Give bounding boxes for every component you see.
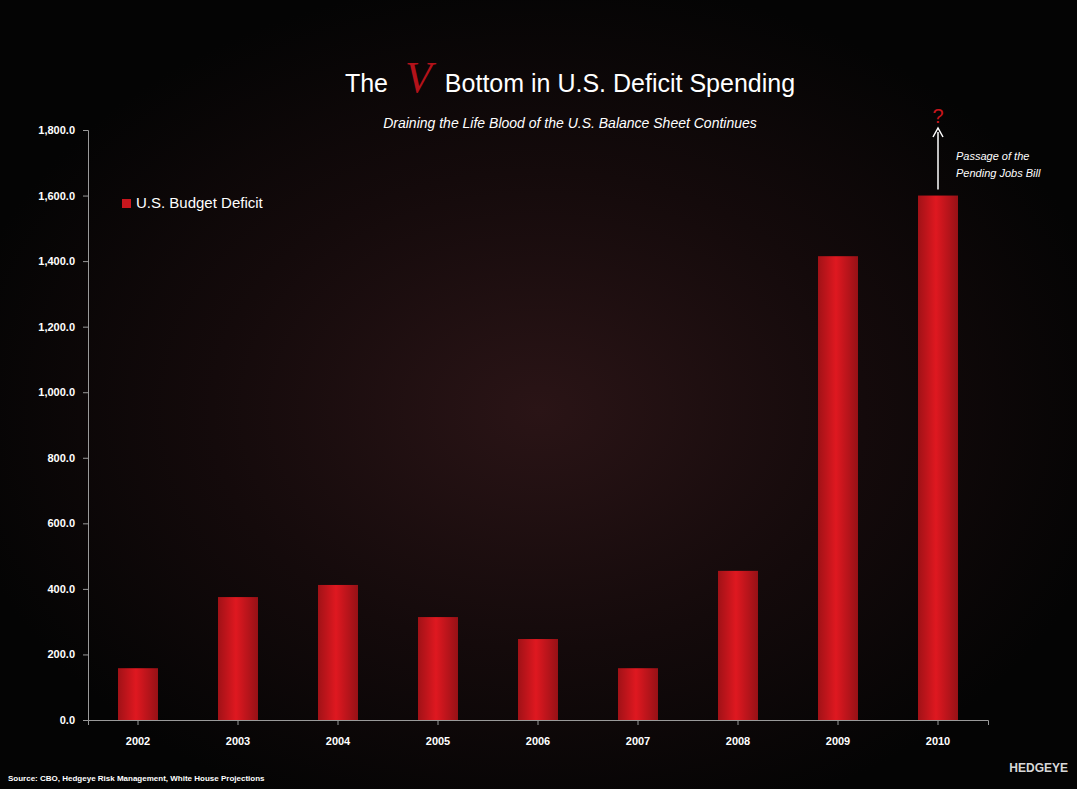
y-tick-mark [83, 130, 88, 131]
bar [918, 196, 958, 720]
y-tick-mark [83, 196, 88, 197]
bars [118, 196, 958, 720]
y-tick-mark [83, 458, 88, 459]
y-tick: 600.0 [47, 517, 88, 529]
y-tick: 0.0 [60, 714, 88, 726]
x-tick: 2010 [926, 720, 950, 747]
y-tick: 1,200.0 [38, 321, 88, 333]
y-tick: 800.0 [47, 452, 88, 464]
y-tick-mark [83, 720, 88, 721]
annotation-mark: ? [932, 105, 943, 127]
y-tick: 1,000.0 [38, 386, 88, 398]
x-tick: 2007 [626, 720, 650, 747]
y-tick-label: 200.0 [47, 648, 75, 660]
y-tick-label: 1,600.0 [38, 190, 75, 202]
legend-label: U.S. Budget Deficit [136, 194, 264, 211]
x-tick-label: 2002 [126, 735, 150, 747]
x-tick-label: 2009 [826, 735, 850, 747]
x-tick: 2009 [826, 720, 850, 747]
y-tick-label: 1,000.0 [38, 386, 75, 398]
arrow [937, 132, 939, 190]
y-tick: 1,600.0 [38, 190, 88, 202]
bar [318, 585, 358, 720]
x-tick-label: 2008 [726, 735, 750, 747]
background [0, 0, 1077, 789]
plot: 0.0 200.0 400.0 600.0 800.0 1,000.0 1,200.0 1,4… [38, 105, 1041, 747]
x-axis-line [89, 721, 989, 726]
y-tick: 400.0 [47, 583, 88, 595]
legend: U.S. Budget Deficit [122, 194, 264, 211]
y-tick-mark [83, 327, 88, 328]
x-tick-label: 2004 [326, 735, 351, 747]
y-tick-mark [83, 654, 88, 655]
chart: The V Bottom in U.S. Deficit Spending Dra… [0, 0, 1077, 789]
x-tick: 2008 [726, 720, 750, 747]
y-axis: 0.0 200.0 400.0 600.0 800.0 1,000.0 1,200.0 1,4… [38, 124, 88, 726]
y-tick-label: 0.0 [60, 714, 75, 726]
arrow-head [933, 128, 943, 137]
logo: HEDGEYE [1009, 761, 1068, 775]
x-tick-mark [338, 720, 339, 725]
x-tick-label: 2005 [426, 735, 450, 747]
annotation: Passage of thePending Jobs Bill [956, 150, 1041, 179]
bar [718, 571, 758, 720]
y-tick-label: 1,400.0 [38, 255, 75, 267]
x-tick-mark [438, 720, 439, 725]
bar [118, 668, 158, 720]
x-tick-mark [638, 720, 639, 725]
bar [418, 617, 458, 720]
subtitle: Draining the Life Blood of the U.S. Bala… [383, 115, 757, 131]
bar [818, 256, 858, 720]
y-tick-mark [83, 589, 88, 590]
bar [218, 597, 258, 720]
x-tick-mark [138, 720, 139, 725]
y-tick-label: 800.0 [47, 452, 75, 464]
x-tick-mark [238, 720, 239, 725]
x-axis: 2002 2003 2004 2005 2006 2007 2008 2009 2010 [89, 720, 989, 747]
y-tick-mark [83, 392, 88, 393]
bar [618, 668, 658, 720]
bar [518, 639, 558, 720]
x-tick: 2005 [426, 720, 450, 747]
y-tick: 200.0 [47, 648, 88, 660]
y-tick-label: 600.0 [47, 517, 75, 529]
source: Source: CBO, Hedgeye Risk Management, Wh… [8, 774, 265, 783]
x-tick-label: 2003 [226, 735, 250, 747]
x-tick: 2003 [226, 720, 250, 747]
x-tick-label: 2010 [926, 735, 950, 747]
y-tick-mark [83, 523, 88, 524]
y-tick-mark [83, 261, 88, 262]
y-tick-label: 1,800.0 [38, 124, 75, 136]
y-tick-label: 400.0 [47, 583, 75, 595]
x-tick: 2002 [126, 720, 150, 747]
y-tick: 1,800.0 [38, 124, 88, 136]
x-tick-label: 2007 [626, 735, 650, 747]
x-tick: 2004 [326, 720, 351, 747]
x-tick-label: 2006 [526, 735, 550, 747]
x-tick: 2006 [526, 720, 550, 747]
x-tick-mark [538, 720, 539, 725]
title: The V Bottom in U.S. Deficit Spending [345, 53, 795, 102]
y-axis-line [83, 131, 89, 721]
legend-swatch [122, 199, 131, 208]
x-tick-mark [838, 720, 839, 725]
x-tick-mark [738, 720, 739, 725]
y-tick-label: 1,200.0 [38, 321, 75, 333]
x-tick-mark [938, 720, 939, 725]
y-tick: 1,400.0 [38, 255, 88, 267]
